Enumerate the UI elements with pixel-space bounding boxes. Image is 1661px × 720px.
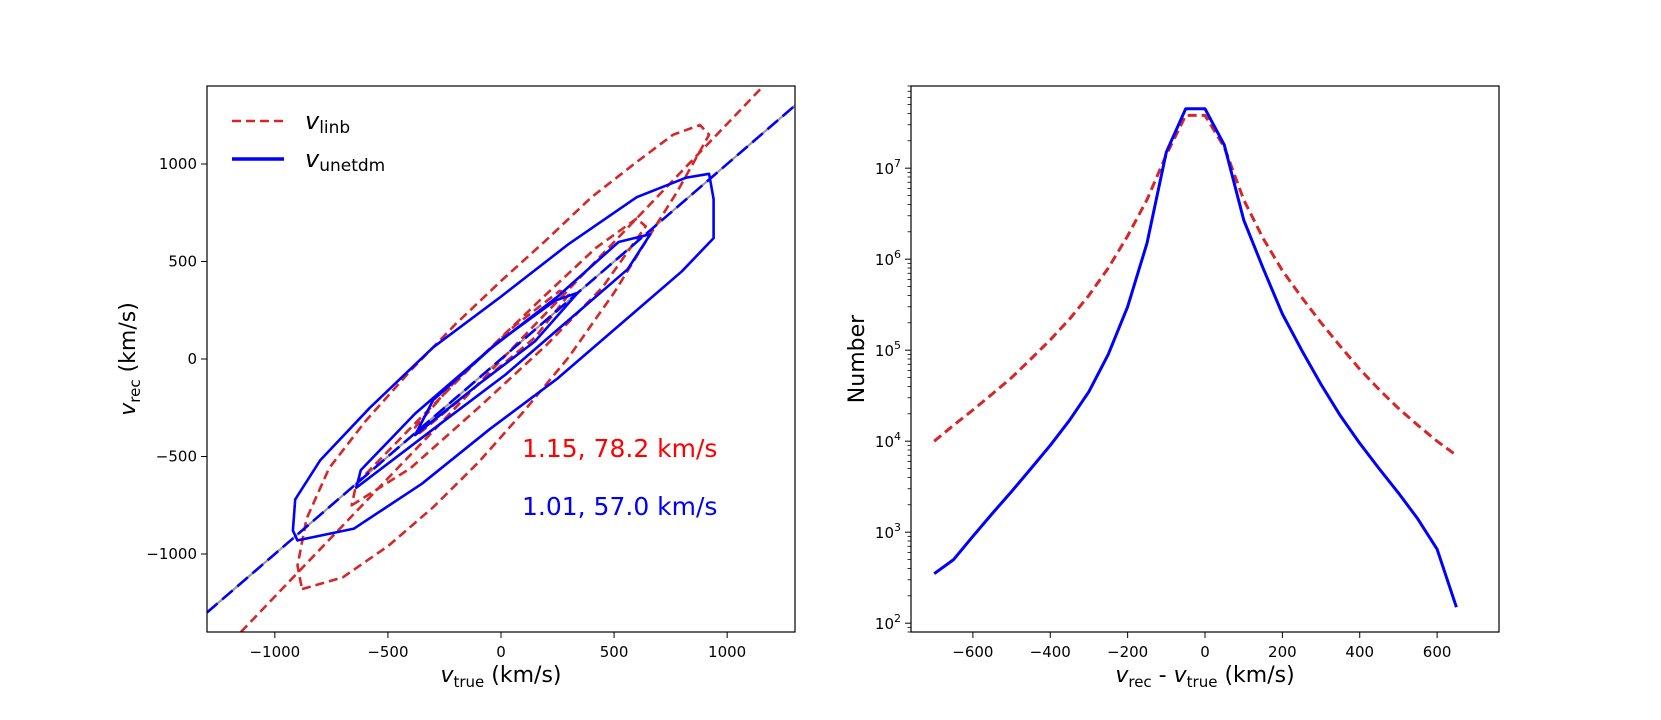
histogram-axes-frame — [910, 85, 1500, 633]
histogram-x-tick-label: −600 — [952, 643, 993, 661]
v-linb-histogram-line — [933, 113, 1458, 457]
v-linb-contour-3 — [413, 289, 571, 435]
v-unetdm-contour-2 — [354, 232, 652, 490]
histogram-x-tick-label: 0 — [1200, 643, 1210, 661]
contour-y-tick-label: 1000 — [159, 155, 197, 173]
contour-y-tick-label: 0 — [187, 350, 197, 368]
histogram-x-ticks: −600 −400 −200 0 200 400 600 — [952, 632, 1451, 661]
histogram-x-tick-label: 400 — [1345, 643, 1374, 661]
contour-legend: vlinb vunetdm — [232, 107, 385, 176]
contour-y-axis-label: vrec (km/s) — [116, 302, 144, 416]
histogram-y-axis-label: Number — [845, 314, 870, 403]
legend-label-linb: vlinb — [305, 107, 350, 138]
v-linb-contour-1 — [296, 123, 711, 591]
legend-label-unetdm: vunetdm — [305, 145, 385, 176]
histogram-x-axis-label: vrec - vtrue (km/s) — [1115, 663, 1294, 691]
contour-x-ticks: −1000 −500 0 500 1000 — [249, 632, 746, 661]
contour-y-tick-label: −500 — [156, 448, 197, 466]
histogram-y-tick-label: 104 — [875, 430, 901, 451]
contour-y-ticks: −1000 −500 0 500 1000 — [146, 155, 207, 563]
contour-x-tick-label: −500 — [367, 643, 408, 661]
legend-entry-linb: vlinb — [232, 107, 350, 138]
annotation-unetdm-stats: 1.01, 57.0 km/s — [522, 492, 717, 521]
histogram-x-tick-label: 600 — [1423, 643, 1452, 661]
histogram-y-ticks: 102 103 104 105 106 107 — [875, 85, 911, 633]
histogram-y-tick-label: 103 — [875, 521, 901, 542]
v-unetdm-fit-line — [207, 104, 795, 614]
v-unetdm-histogram-line — [933, 107, 1458, 608]
v-unetdm-contour-3 — [413, 291, 580, 437]
histogram-panel: −600 −400 −200 0 200 400 600 10210310410510610… — [845, 85, 1500, 691]
v-unetdm-contour-1 — [291, 172, 715, 542]
contour-x-tick-label: −1000 — [249, 643, 300, 661]
histogram-y-tick-label: 105 — [875, 339, 901, 360]
contour-x-tick-label: 1000 — [708, 643, 746, 661]
contour-x-tick-label: 0 — [496, 643, 506, 661]
histogram-x-tick-label: 200 — [1268, 643, 1297, 661]
histogram-plot-area — [933, 107, 1458, 608]
contour-plot-area — [207, 86, 795, 632]
legend-entry-unetdm: vunetdm — [232, 145, 385, 176]
histogram-x-tick-label: −200 — [1107, 643, 1148, 661]
histogram-x-tick-label: −400 — [1030, 643, 1071, 661]
contour-x-tick-label: 500 — [600, 643, 629, 661]
histogram-y-tick-label: 106 — [875, 248, 901, 269]
contour-y-tick-label: 500 — [168, 253, 197, 271]
histogram-y-tick-label: 102 — [875, 612, 901, 633]
contour-x-axis-label: vtrue (km/s) — [440, 663, 561, 691]
annotation-linb-stats: 1.15, 78.2 km/s — [522, 434, 717, 463]
v-linb-contour-2 — [350, 217, 648, 507]
contour-y-tick-label: −1000 — [146, 545, 197, 563]
histogram-y-tick-label: 107 — [875, 157, 901, 178]
contour-panel: −1000 −500 0 500 1000 −1000 −500 0 500 1000 vtru… — [116, 85, 796, 691]
